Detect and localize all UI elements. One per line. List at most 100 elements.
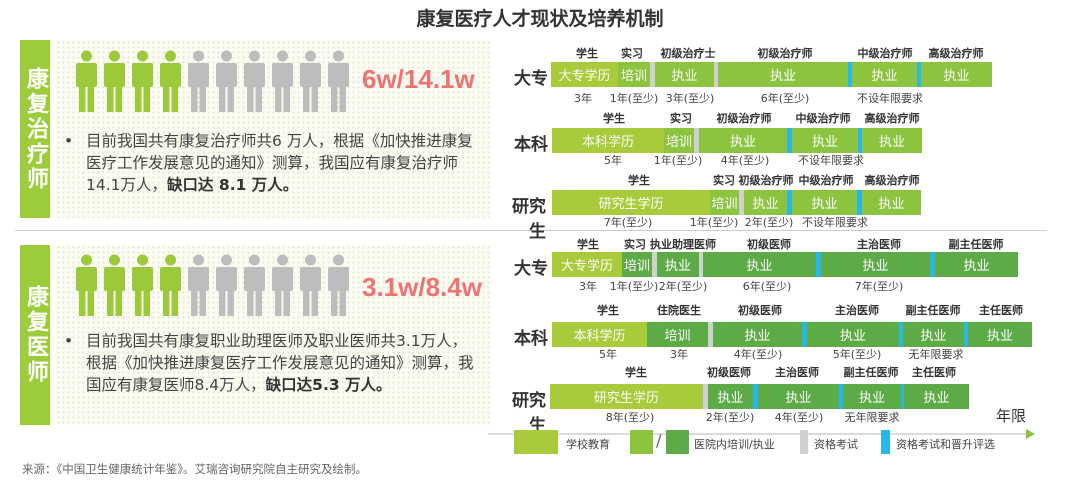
person-filled-icon bbox=[75, 50, 98, 116]
person-empty-icon bbox=[243, 50, 266, 116]
bar-segment-promo bbox=[753, 384, 758, 409]
bar-segment-school: 研究生学历 bbox=[552, 190, 710, 215]
stage-title: 初级医师 bbox=[738, 304, 782, 317]
source-note: 来源：《中国卫生健康统计年鉴》。艾瑞咨询研究院自主研究及绘制。 bbox=[22, 462, 367, 476]
legend-swatch-practice-light bbox=[630, 430, 653, 454]
bar-segment-practice2: 执业 bbox=[758, 384, 839, 409]
stage-title: 中级治疗师 bbox=[798, 174, 854, 187]
description-text: 目前我国共有康复治疗师共6 万人，根据《加快推进康复医疗工作发展意见的通知》测算… bbox=[86, 132, 473, 194]
stage-title: 学生 bbox=[603, 112, 625, 125]
category-label: 康复医师 bbox=[20, 245, 50, 425]
segment-label: 执业 bbox=[878, 135, 905, 150]
segment-label: 执业 bbox=[729, 135, 756, 150]
bar-segment-exam bbox=[739, 190, 744, 215]
segment-label: 大专学历 bbox=[560, 259, 613, 274]
bar-segment-practice: 培训 bbox=[664, 128, 694, 153]
duration-label: 4年(至少) bbox=[774, 411, 824, 424]
duration-label: 无年限要求 bbox=[844, 411, 900, 424]
duration-label: 不设年限要求 bbox=[798, 154, 864, 167]
segment-label: 执业 bbox=[744, 329, 771, 344]
segment-label: 大专学历 bbox=[558, 69, 611, 84]
stage-title: 中级治疗师 bbox=[857, 47, 913, 60]
legend-slash: / bbox=[656, 431, 662, 450]
segment-label: 研究生学历 bbox=[598, 197, 664, 212]
stage-title: 主任医师 bbox=[979, 304, 1023, 317]
legend-label-promotion: 资格考试和晋升评选 bbox=[896, 438, 995, 451]
segment-label: 执业 bbox=[943, 69, 970, 84]
legend-label-practice: 医院内培训/执业 bbox=[694, 438, 775, 451]
bar-segment-practice2: 执业 bbox=[807, 322, 899, 347]
duration-label: 3年 bbox=[574, 92, 592, 105]
stage-title: 学生 bbox=[625, 366, 647, 379]
stage-title: 学生 bbox=[576, 47, 598, 60]
segment-label: 执业 bbox=[752, 197, 779, 212]
segment-label: 执业 bbox=[871, 69, 898, 84]
legend-label-exam: 资格考试 bbox=[814, 438, 858, 451]
segment-label: 执业 bbox=[717, 391, 744, 406]
bar-segment-exam bbox=[714, 62, 718, 87]
bar-segment-practice2: 执业 bbox=[703, 252, 816, 277]
row-label: 大专 bbox=[514, 69, 548, 89]
person-empty-icon bbox=[187, 254, 210, 320]
segment-label: 执业 bbox=[671, 69, 698, 84]
segment-label: 培训 bbox=[665, 135, 692, 150]
stage-title: 住院医生 bbox=[657, 304, 701, 317]
row-label: 大专 bbox=[514, 259, 548, 279]
stage-title: 初级治疗师 bbox=[716, 112, 772, 125]
person-empty-icon bbox=[327, 254, 350, 320]
segment-label: 执业 bbox=[785, 391, 812, 406]
bullet: • bbox=[64, 332, 74, 350]
stage-title: 主治医师 bbox=[775, 366, 819, 379]
person-empty-icon bbox=[271, 50, 294, 116]
bar-segment-practice2: 执业 bbox=[657, 252, 699, 277]
stage-title: 初级医师 bbox=[747, 238, 791, 251]
person-empty-icon bbox=[243, 254, 266, 320]
bar-segment-practice: 执业 bbox=[718, 62, 848, 87]
description: • 目前我国共有康复治疗师共6 万人，根据《加快推进康复医疗工作发展意见的通知》测… bbox=[64, 130, 474, 196]
bar-segment-practice: 执业 bbox=[792, 190, 857, 215]
timeline-axis bbox=[488, 429, 1035, 439]
axis-label: 年限 bbox=[996, 407, 1027, 425]
duration-label: 3年 bbox=[670, 348, 688, 361]
person-empty-icon bbox=[187, 50, 210, 116]
bar-segment-practice: 执业 bbox=[792, 128, 858, 153]
duration-label: 7年(至少) bbox=[854, 280, 904, 293]
segment-label: 执业 bbox=[878, 197, 905, 212]
bar-segment-school: 大专学历 bbox=[552, 252, 622, 277]
bar-segment-exam bbox=[703, 384, 708, 409]
bar-segment-practice: 培训 bbox=[618, 62, 650, 87]
duration-label: 6年(至少) bbox=[760, 92, 810, 105]
segment-label: 执业 bbox=[811, 197, 838, 212]
segment-label: 培训 bbox=[620, 69, 647, 84]
bar-segment-practice: 执业 bbox=[852, 62, 917, 87]
description-highlight: 缺口达 8.1 万人。 bbox=[167, 176, 299, 194]
bar-segment-promo bbox=[899, 322, 903, 347]
legend-swatch-school bbox=[514, 430, 558, 454]
duration-label: 3年(至少) bbox=[665, 92, 715, 105]
bar-segment-practice: 执业 bbox=[699, 128, 787, 153]
duration-label: 不设年限要求 bbox=[857, 92, 923, 105]
segment-label: 培训 bbox=[664, 329, 691, 344]
stage-title: 初级治疗士 bbox=[660, 47, 716, 60]
segment-label: 执业 bbox=[746, 259, 773, 274]
person-filled-icon bbox=[159, 50, 182, 116]
stage-title: 主治医师 bbox=[857, 238, 901, 251]
person-empty-icon bbox=[215, 254, 238, 320]
bar-segment-exam bbox=[699, 252, 703, 277]
people-figures bbox=[75, 254, 350, 320]
stage-title: 实习 bbox=[621, 47, 643, 60]
bar-segment-promo bbox=[787, 128, 792, 153]
bar-segment-promo bbox=[816, 252, 821, 277]
ratio-value: 6w/14.1w bbox=[362, 64, 475, 94]
bar-segment-practice2: 执业 bbox=[713, 322, 802, 347]
bar-segment-practice: 培训 bbox=[710, 190, 739, 215]
stage-title: 实习 bbox=[624, 238, 646, 251]
duration-label: 1年(至少) bbox=[689, 216, 739, 229]
bar-segment-promo bbox=[802, 322, 807, 347]
bar-segment-promo bbox=[930, 252, 935, 277]
bar-segment-practice2: 培训 bbox=[622, 252, 652, 277]
bar-segment-exam bbox=[708, 322, 713, 347]
person-filled-icon bbox=[159, 254, 182, 320]
description: • 目前我国共有康复职业助理医师及职业医师共3.1万人，根据《加快推进康复医疗工作… bbox=[64, 330, 474, 396]
bar-segment-practice2: 执业 bbox=[821, 252, 930, 277]
